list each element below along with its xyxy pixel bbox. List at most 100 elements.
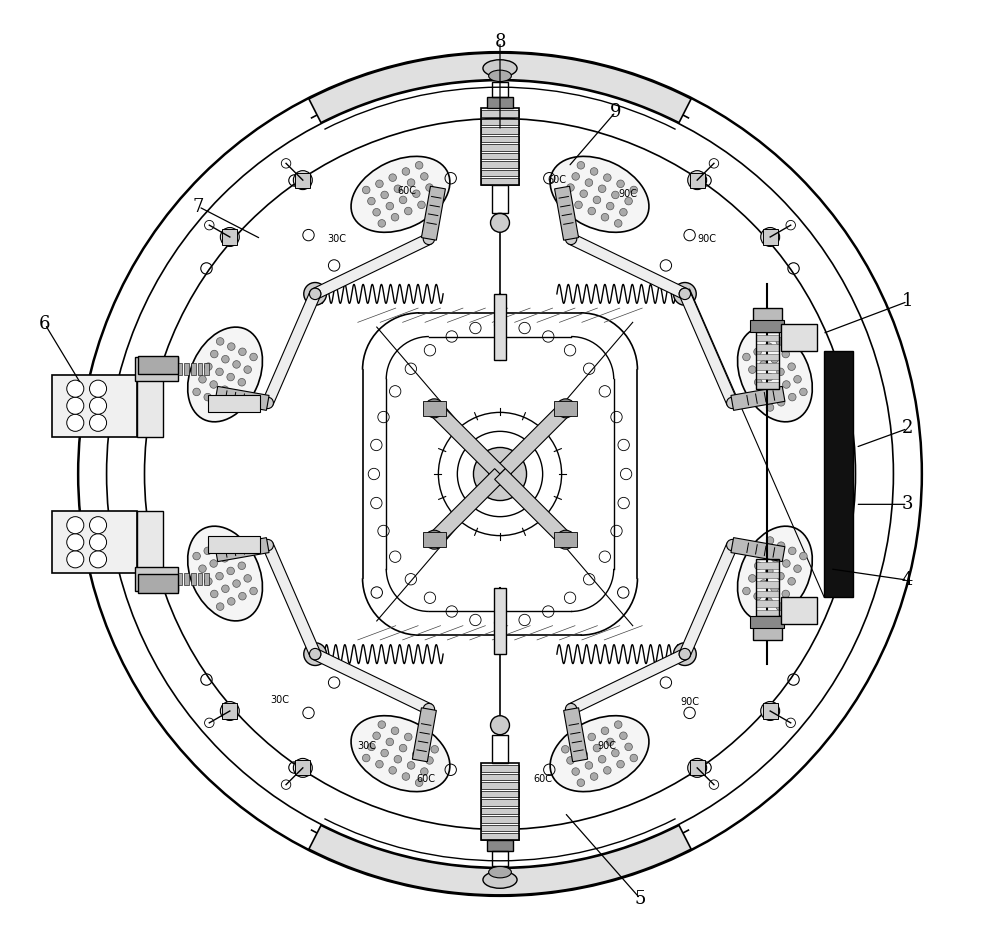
Circle shape — [788, 393, 796, 401]
Bar — [481, 170, 519, 176]
Circle shape — [614, 720, 622, 728]
Circle shape — [415, 779, 423, 787]
Circle shape — [771, 386, 779, 393]
Circle shape — [238, 378, 246, 386]
Bar — [137, 512, 163, 573]
Ellipse shape — [188, 327, 262, 422]
Circle shape — [598, 756, 606, 763]
Bar — [756, 332, 779, 389]
Circle shape — [402, 773, 410, 780]
Bar — [423, 401, 446, 416]
Circle shape — [220, 702, 239, 720]
Circle shape — [426, 757, 433, 764]
Bar — [204, 573, 209, 585]
Bar — [481, 782, 519, 789]
Circle shape — [220, 228, 239, 246]
Polygon shape — [263, 543, 320, 656]
Circle shape — [309, 648, 321, 660]
Bar — [481, 118, 519, 125]
Circle shape — [90, 517, 107, 534]
Text: 6: 6 — [39, 316, 51, 333]
Circle shape — [309, 288, 321, 300]
Circle shape — [423, 703, 435, 715]
Circle shape — [783, 559, 790, 567]
Bar — [481, 763, 519, 840]
Circle shape — [378, 720, 386, 728]
Ellipse shape — [351, 716, 450, 792]
Circle shape — [766, 567, 773, 574]
Circle shape — [250, 587, 257, 594]
Circle shape — [590, 773, 598, 780]
Bar — [208, 395, 260, 412]
Bar — [492, 185, 508, 213]
Bar — [481, 178, 519, 185]
Polygon shape — [412, 708, 436, 762]
Bar — [481, 816, 519, 823]
Bar — [481, 774, 519, 780]
Circle shape — [614, 220, 622, 228]
Bar — [481, 791, 519, 797]
Circle shape — [788, 547, 796, 555]
Circle shape — [743, 587, 750, 594]
Text: 60C: 60C — [547, 175, 566, 185]
Circle shape — [378, 220, 386, 228]
Circle shape — [761, 702, 780, 720]
Circle shape — [244, 574, 251, 582]
Circle shape — [771, 555, 779, 562]
Circle shape — [556, 399, 575, 418]
Bar — [492, 82, 508, 97]
Circle shape — [575, 201, 582, 209]
Circle shape — [90, 397, 107, 414]
Circle shape — [221, 555, 229, 562]
Bar — [198, 363, 202, 375]
Circle shape — [760, 580, 767, 588]
Circle shape — [727, 539, 738, 551]
Polygon shape — [313, 234, 431, 299]
Text: 1: 1 — [902, 293, 913, 310]
Circle shape — [376, 180, 383, 188]
Circle shape — [788, 363, 795, 371]
Bar — [554, 532, 577, 547]
Circle shape — [421, 768, 428, 775]
Bar — [138, 356, 178, 374]
Circle shape — [262, 539, 273, 551]
Ellipse shape — [550, 716, 649, 792]
Circle shape — [788, 577, 795, 585]
Circle shape — [238, 562, 246, 570]
Circle shape — [688, 758, 707, 777]
Circle shape — [309, 648, 321, 660]
Circle shape — [606, 202, 614, 210]
Bar — [178, 573, 182, 585]
Circle shape — [227, 597, 235, 605]
Circle shape — [227, 343, 235, 351]
Bar — [487, 840, 513, 851]
Circle shape — [598, 185, 606, 192]
Polygon shape — [429, 468, 505, 545]
Ellipse shape — [188, 526, 262, 621]
Text: 60C: 60C — [417, 775, 436, 784]
Circle shape — [233, 360, 240, 368]
Circle shape — [389, 767, 396, 775]
Circle shape — [766, 537, 774, 544]
Bar — [481, 127, 519, 134]
Circle shape — [304, 643, 327, 665]
Circle shape — [193, 553, 200, 560]
Circle shape — [630, 755, 638, 762]
Circle shape — [304, 283, 327, 305]
Circle shape — [761, 228, 780, 246]
Circle shape — [577, 161, 585, 169]
Circle shape — [431, 745, 439, 753]
Circle shape — [617, 760, 624, 768]
Circle shape — [399, 744, 407, 752]
Bar — [295, 760, 310, 775]
Bar — [423, 532, 446, 547]
Bar — [756, 562, 779, 569]
Circle shape — [777, 573, 784, 580]
Circle shape — [376, 760, 383, 768]
Bar — [781, 597, 817, 624]
Bar — [756, 591, 779, 597]
Polygon shape — [429, 403, 505, 480]
Bar — [756, 363, 779, 370]
Circle shape — [577, 779, 585, 787]
Circle shape — [215, 542, 223, 550]
